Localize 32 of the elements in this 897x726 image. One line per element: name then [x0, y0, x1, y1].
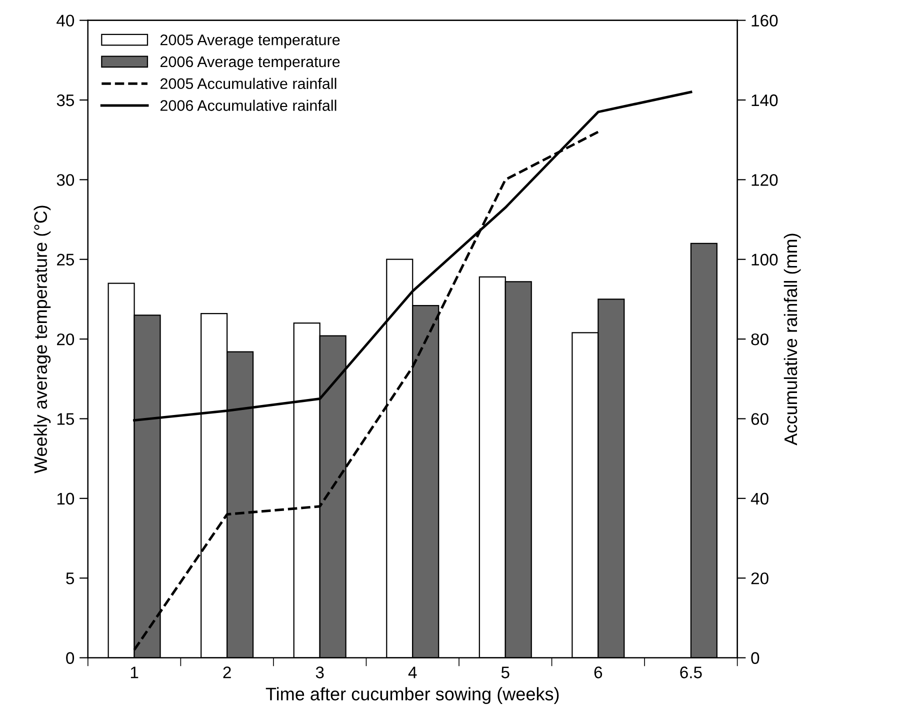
x-tick-label: 1 — [130, 666, 138, 678]
y2-tick-label: 80 — [751, 333, 768, 346]
y2-tick-label: 140 — [752, 94, 778, 106]
y2-tick-label: 60 — [751, 413, 768, 425]
y-tick-label: 20 — [57, 333, 74, 346]
x-tick-label: 5 — [501, 666, 510, 678]
y2-tick-label: 100 — [752, 254, 778, 266]
x-tick-label: 6.5 — [680, 666, 702, 678]
x-tick-label: 4 — [408, 666, 417, 678]
y-tick-label: 35 — [56, 94, 74, 106]
y-tick-label: 5 — [66, 572, 74, 584]
y-tick-label: 25 — [57, 254, 74, 266]
legend-label: 2006 Average temperature — [160, 56, 340, 70]
y2-tick-label: 0 — [751, 652, 760, 664]
y2-tick-label: 20 — [751, 572, 768, 584]
y-tick-label: 30 — [56, 174, 74, 186]
y-tick-label: 40 — [56, 14, 74, 27]
y-tick-label: 15 — [57, 413, 74, 425]
y-tick-label: 0 — [66, 652, 74, 664]
y2-tick-label: 40 — [750, 492, 768, 505]
x-tick-label: 6 — [594, 666, 602, 678]
y2-tick-label: 160 — [752, 14, 778, 27]
y2-tick-label: 120 — [752, 174, 778, 186]
legend-label: 2005 Accumulative rainfall — [160, 78, 336, 90]
y2-axis-title: Accumulative rainfall (mm) — [784, 234, 801, 446]
legend-label: 2005 Average temperature — [160, 34, 340, 48]
x-axis-title: Time after cucumber sowing (weeks) — [266, 687, 559, 704]
y-tick-label: 10 — [57, 492, 74, 505]
y-axis-title: Weekly average temperature (°C) — [34, 206, 51, 474]
legend-label: 2006 Accumulative rainfall — [160, 100, 336, 111]
x-tick-label: 2 — [223, 666, 231, 678]
x-tick-label: 3 — [316, 666, 324, 678]
